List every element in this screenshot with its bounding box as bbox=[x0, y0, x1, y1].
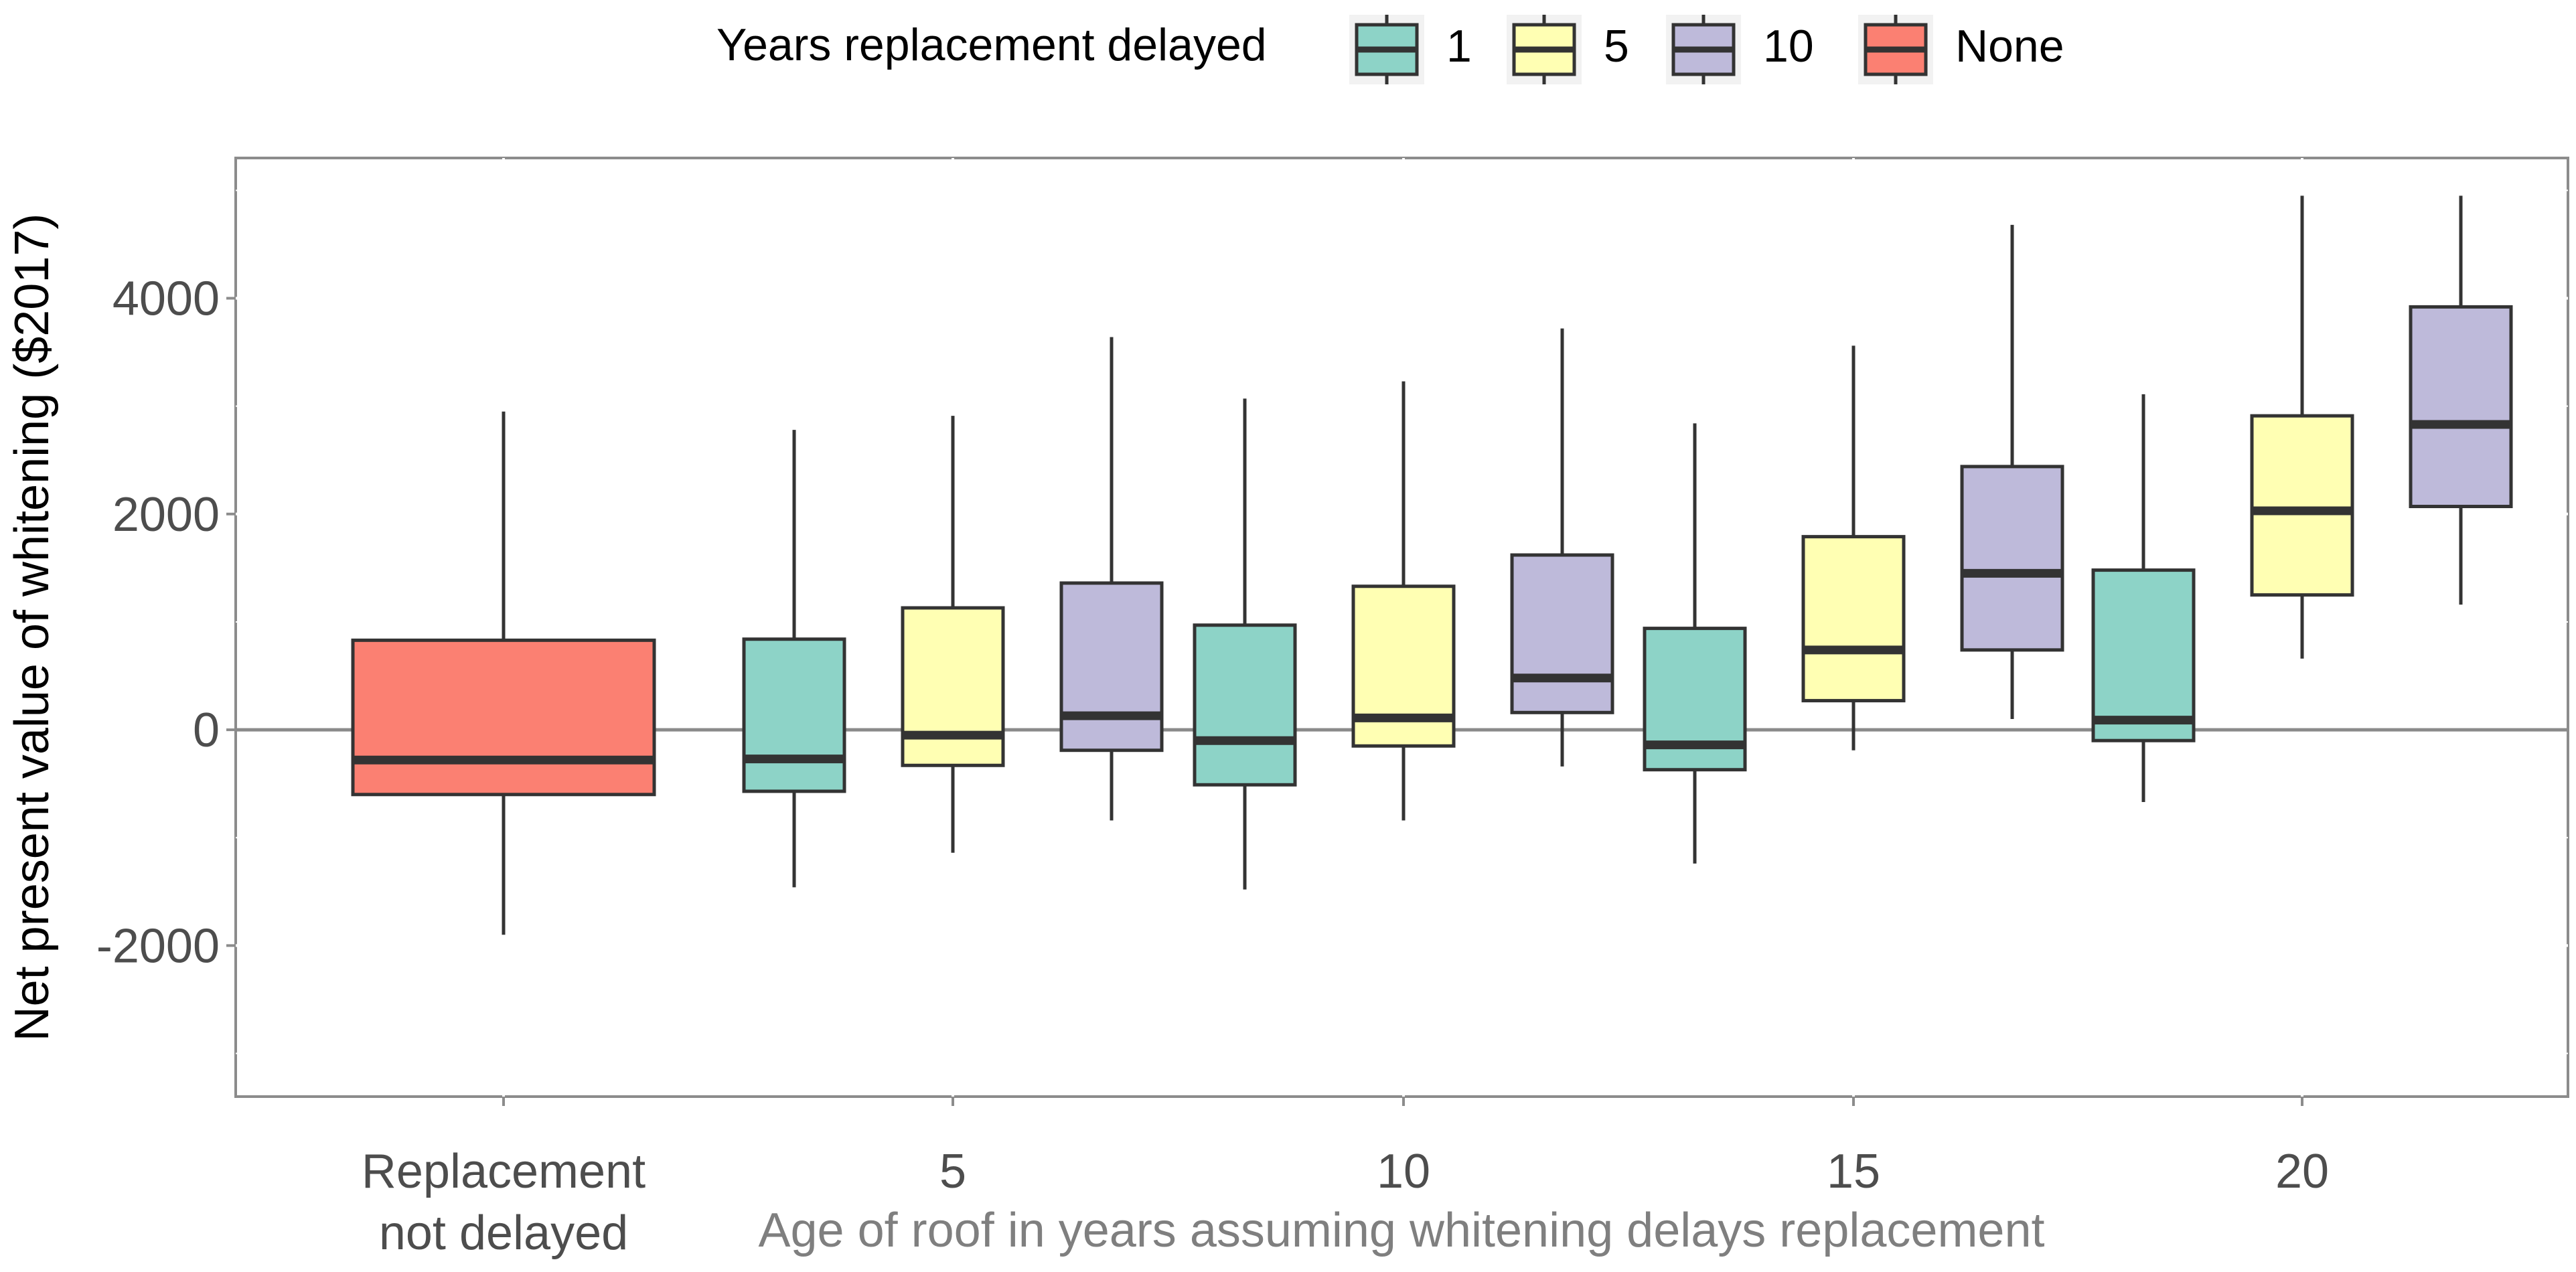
box-iqr bbox=[1960, 465, 2064, 652]
box-group-5 bbox=[742, 337, 1164, 888]
boxplot-1 bbox=[2091, 394, 2196, 803]
legend-label: None bbox=[1955, 21, 2064, 72]
boxplot-1 bbox=[742, 430, 846, 888]
y-tick-label: -2000 bbox=[96, 919, 220, 973]
boxplot-10 bbox=[1059, 337, 1164, 821]
x-tick-label-line: not delayed bbox=[379, 1206, 628, 1260]
legend-label: 1 bbox=[1446, 21, 1472, 72]
y-axis: -2000 0 2000 4000 bbox=[96, 272, 236, 973]
box-group-10 bbox=[1193, 328, 1614, 890]
legend-key-1: 1 bbox=[1349, 15, 1472, 84]
box-iqr bbox=[2409, 305, 2513, 509]
legend-key-10: 10 bbox=[1666, 15, 1814, 84]
box-group-15 bbox=[1643, 224, 2064, 864]
legend: Years replacement delayed 1 5 10 None bbox=[716, 15, 2064, 84]
box-iqr bbox=[2091, 568, 2196, 742]
x-tick-label: Replacement not delayed bbox=[362, 1145, 646, 1260]
box-iqr bbox=[742, 637, 846, 793]
x-tick-label: 10 bbox=[1377, 1145, 1430, 1198]
box-group-replacement-not-delayed bbox=[351, 411, 656, 935]
box-iqr bbox=[2250, 414, 2354, 597]
box-iqr bbox=[351, 638, 656, 797]
boxplot-10 bbox=[1960, 224, 2064, 719]
legend-key-5: 5 bbox=[1507, 15, 1629, 84]
box-iqr bbox=[1059, 581, 1164, 752]
boxplot-10 bbox=[2409, 195, 2513, 605]
boxplot-1 bbox=[1643, 423, 1747, 864]
boxplot-1 bbox=[1193, 398, 1297, 890]
x-tick-label-line: 10 bbox=[1377, 1145, 1430, 1198]
x-tick-label-line: Replacement bbox=[362, 1145, 646, 1198]
x-tick-label: 15 bbox=[1827, 1145, 1880, 1198]
y-tick-label: 2000 bbox=[112, 488, 220, 542]
y-tick-label: 0 bbox=[193, 704, 220, 757]
x-axis-title: Age of roof in years assuming whitening … bbox=[758, 1204, 2044, 1257]
boxplot-5 bbox=[2250, 195, 2354, 659]
x-tick-label: 20 bbox=[2275, 1145, 2329, 1198]
box-iqr bbox=[1193, 623, 1297, 787]
box-iqr bbox=[1510, 553, 1614, 714]
boxplot-10 bbox=[1510, 328, 1614, 767]
legend-label: 10 bbox=[1763, 21, 1814, 72]
legend-label: 5 bbox=[1604, 21, 1629, 72]
plot-panel bbox=[234, 157, 2569, 1098]
x-tick-label: 5 bbox=[939, 1145, 966, 1198]
x-axis: Replacement not delayed 5 10 15 20 bbox=[362, 1097, 2329, 1260]
legend-key-none: None bbox=[1858, 15, 2064, 84]
y-axis-title: Net present value of whitening ($2017) bbox=[5, 214, 59, 1042]
boxplot-None bbox=[351, 411, 656, 935]
box-iqr bbox=[1801, 535, 1906, 703]
box-iqr bbox=[901, 606, 1005, 767]
x-tick-label-line: 20 bbox=[2275, 1145, 2329, 1198]
legend-title: Years replacement delayed bbox=[716, 19, 1267, 70]
boxplot-5 bbox=[901, 416, 1005, 853]
boxplot-5 bbox=[1801, 345, 1906, 750]
y-tick-label: 4000 bbox=[112, 272, 220, 325]
box-group-20 bbox=[2091, 195, 2513, 803]
boxplot-5 bbox=[1351, 381, 1456, 821]
x-tick-label-line: 5 bbox=[939, 1145, 966, 1198]
x-tick-label-line: 15 bbox=[1827, 1145, 1880, 1198]
